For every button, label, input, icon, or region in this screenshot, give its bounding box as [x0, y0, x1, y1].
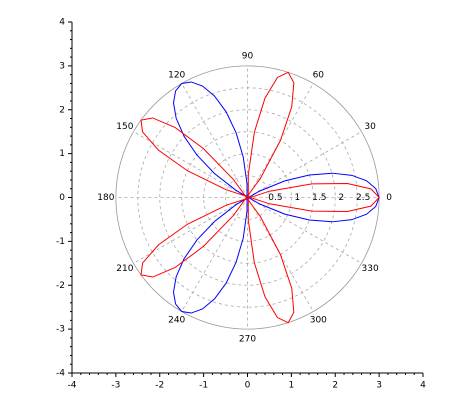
- angle-tick-label: 150: [116, 122, 133, 132]
- x-tick-label: 4: [420, 381, 426, 391]
- r-tick-label: 1: [295, 193, 301, 203]
- x-tick-label: -2: [155, 381, 164, 391]
- angle-tick-label: 210: [116, 264, 133, 274]
- angle-tick-label: 120: [168, 70, 185, 80]
- angle-tick-label: 0: [386, 193, 392, 203]
- polar-curve: [140, 71, 380, 324]
- y-tick-label: -1: [56, 237, 65, 247]
- angle-tick-label: 90: [242, 51, 254, 61]
- x-tick-label: 1: [289, 381, 295, 391]
- angle-grid-line: [247, 197, 362, 264]
- angle-tick-label: 270: [239, 335, 256, 345]
- r-tick-label: 0.5: [268, 193, 282, 203]
- angle-grid-line: [247, 83, 314, 198]
- y-tick-label: -4: [56, 369, 65, 379]
- y-tick-label: 4: [59, 18, 65, 28]
- r-tick-label: 2.5: [356, 193, 370, 203]
- angle-tick-label: 60: [313, 70, 325, 80]
- y-tick-label: 1: [59, 149, 65, 159]
- y-tick-label: 0: [59, 193, 65, 203]
- angle-tick-label: 30: [364, 122, 376, 132]
- grid-circle: [225, 175, 270, 220]
- x-tick-label: -1: [199, 381, 208, 391]
- y-tick-label: 3: [59, 61, 65, 71]
- angle-grid-line: [181, 197, 248, 312]
- r-tick-label: 2: [338, 193, 344, 203]
- x-tick-label: -3: [111, 381, 120, 391]
- y-tick-label: 2: [59, 105, 65, 115]
- angle-tick-label: 180: [97, 193, 114, 203]
- y-tick-label: -3: [56, 325, 65, 335]
- x-tick-label: 0: [245, 381, 251, 391]
- x-tick-label: 2: [332, 381, 338, 391]
- r-tick-label: 1.5: [312, 193, 326, 203]
- angle-grid-line: [181, 83, 248, 198]
- angle-tick-label: 240: [168, 316, 185, 326]
- grid-circle: [159, 109, 336, 286]
- x-tick-label: -4: [68, 381, 77, 391]
- angle-grid-line: [247, 131, 362, 198]
- angle-tick-label: 300: [310, 316, 327, 326]
- x-tick-label: 3: [376, 381, 382, 391]
- angle-grid-line: [247, 197, 314, 312]
- y-tick-label: -2: [56, 281, 65, 291]
- angle-tick-label: 330: [362, 264, 379, 274]
- grid-circle: [181, 131, 314, 264]
